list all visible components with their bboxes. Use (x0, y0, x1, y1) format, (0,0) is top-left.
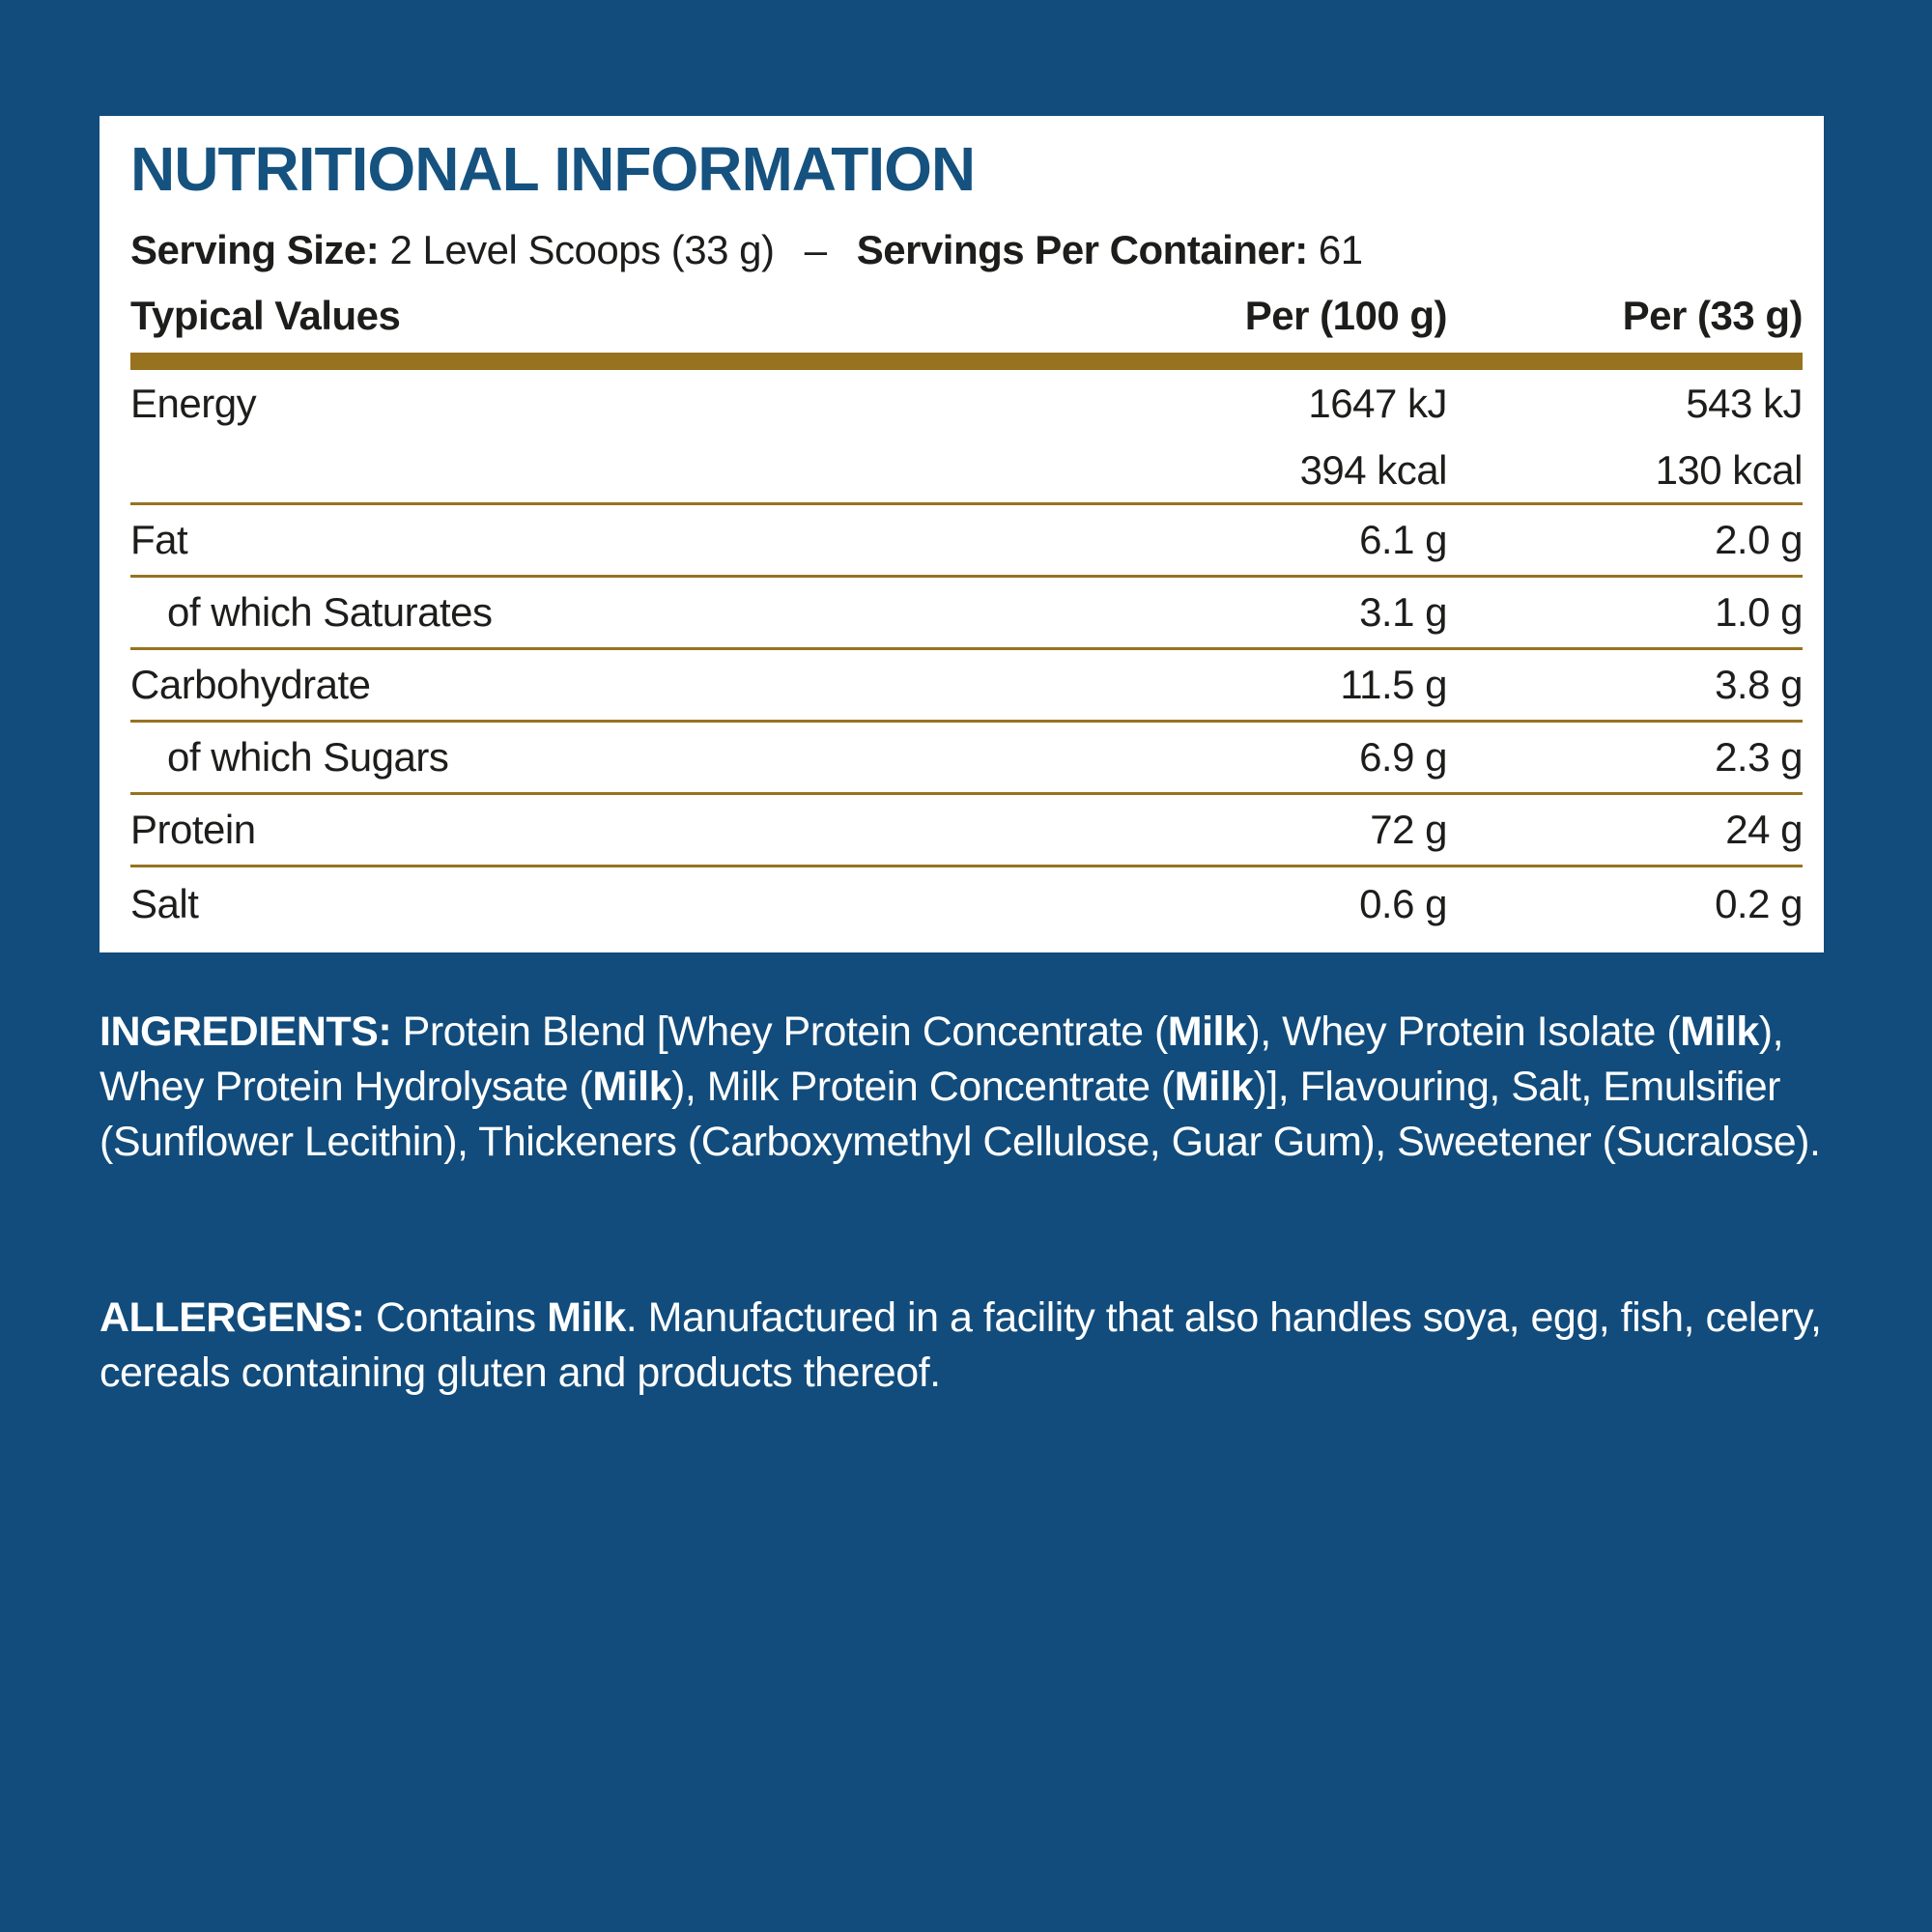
row-label: of which Sugars (167, 734, 449, 781)
table-body: Energy 1647 kJ 543 kJ 394 kcal 130 kcal … (130, 370, 1803, 940)
row-value-per-100g: 1647 kJ (1308, 381, 1447, 427)
row-label: Fat (130, 517, 188, 563)
column-header-per-33g: Per (33 g) (1622, 293, 1804, 339)
row-label: Carbohydrate (130, 662, 371, 708)
serving-size-label: Serving Size: (130, 227, 380, 273)
table-row: Protein 72 g 24 g (130, 795, 1803, 868)
allergens-text: ALLERGENS: Contains Milk. Manufactured i… (99, 1294, 1822, 1396)
serving-size-value: 2 Level Scoops (33 g) (389, 227, 775, 273)
row-label: of which Saturates (167, 589, 493, 636)
row-value-per-100g: 6.1 g (1359, 517, 1447, 563)
serving-dash: – (804, 227, 827, 273)
row-value-per-100g: 394 kcal (1299, 446, 1447, 493)
servings-per-container-value: 61 (1318, 227, 1363, 273)
column-header-typical-values: Typical Values (130, 293, 401, 339)
row-value-per-33g: 130 kcal (1655, 446, 1803, 493)
table-row: Energy 1647 kJ 543 kJ (130, 370, 1803, 438)
row-value-per-100g: 6.9 g (1359, 734, 1447, 781)
row-value-per-33g: 2.3 g (1715, 734, 1803, 781)
nutrition-card: NUTRITIONAL INFORMATION Serving Size: 2 … (99, 116, 1824, 952)
row-label: Salt (130, 880, 199, 926)
table-row: of which Saturates 3.1 g 1.0 g (130, 578, 1803, 651)
row-value-per-33g: 24 g (1725, 807, 1803, 853)
row-value-per-33g: 543 kJ (1686, 381, 1803, 427)
row-value-per-33g: 3.8 g (1715, 662, 1803, 708)
row-label: Energy (130, 381, 257, 427)
row-value-per-100g: 3.1 g (1359, 589, 1447, 636)
table-header: Typical Values Per (100 g) Per (33 g) (130, 293, 1804, 339)
row-value-per-33g: 0.2 g (1715, 880, 1803, 926)
row-value-per-33g: 1.0 g (1715, 589, 1803, 636)
serving-info: Serving Size: 2 Level Scoops (33 g) – Se… (130, 227, 1803, 273)
page-title: NUTRITIONAL INFORMATION (130, 134, 976, 204)
table-row: 394 kcal 130 kcal (130, 438, 1803, 506)
table-row: of which Sugars 6.9 g 2.3 g (130, 723, 1803, 796)
row-value-per-100g: 11.5 g (1340, 662, 1447, 708)
table-row: Salt 0.6 g 0.2 g (130, 867, 1803, 940)
nutrition-table: Typical Values Per (100 g) Per (33 g) En… (130, 293, 1804, 940)
row-value-per-33g: 2.0 g (1715, 517, 1803, 563)
column-header-per-100g: Per (100 g) (1244, 293, 1448, 339)
table-row: Carbohydrate 11.5 g 3.8 g (130, 650, 1803, 724)
table-header-rule (130, 353, 1803, 371)
row-label: Protein (130, 807, 256, 853)
ingredients-text: INGREDIENTS: Protein Blend [Whey Protein… (99, 1009, 1821, 1165)
row-value-per-100g: 0.6 g (1359, 880, 1447, 926)
servings-per-container-label: Servings Per Container: (856, 227, 1308, 273)
row-value-per-100g: 72 g (1370, 807, 1447, 853)
table-row: Fat 6.1 g 2.0 g (130, 505, 1803, 579)
